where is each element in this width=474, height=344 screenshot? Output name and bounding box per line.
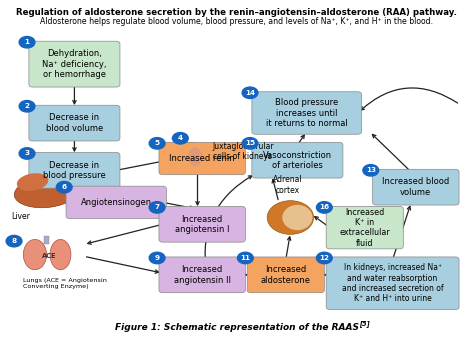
Text: 8: 8: [11, 238, 17, 244]
Text: 5: 5: [155, 140, 160, 146]
Text: [5]: [5]: [359, 320, 369, 327]
Circle shape: [317, 202, 332, 213]
Text: Liver: Liver: [11, 213, 30, 222]
FancyBboxPatch shape: [252, 92, 362, 134]
Circle shape: [6, 235, 22, 247]
Text: 15: 15: [245, 140, 255, 146]
Text: 14: 14: [245, 90, 255, 96]
Text: ACE: ACE: [42, 253, 56, 259]
Text: 7: 7: [155, 204, 160, 211]
Ellipse shape: [267, 201, 314, 234]
Text: Adrenal
cortex: Adrenal cortex: [273, 175, 303, 195]
Circle shape: [173, 132, 188, 144]
Text: Increased
aldosterone: Increased aldosterone: [261, 265, 311, 284]
Text: 4: 4: [178, 135, 183, 141]
Text: 3: 3: [25, 150, 29, 157]
FancyBboxPatch shape: [159, 257, 246, 293]
Bar: [44, 236, 49, 245]
Circle shape: [363, 164, 379, 176]
FancyBboxPatch shape: [373, 169, 459, 205]
Text: Aldosterone helps regulate blood volume, blood pressure, and levels of Na⁺, K⁺, : Aldosterone helps regulate blood volume,…: [40, 17, 434, 26]
Ellipse shape: [283, 205, 312, 230]
FancyBboxPatch shape: [159, 206, 246, 242]
Circle shape: [19, 148, 35, 159]
Ellipse shape: [14, 177, 79, 208]
Text: 11: 11: [240, 255, 250, 261]
Text: Angiotensinogen: Angiotensinogen: [81, 198, 152, 207]
Text: Lungs (ACE = Angiotensin
Converting Enzyme): Lungs (ACE = Angiotensin Converting Enzy…: [23, 278, 107, 289]
Ellipse shape: [50, 239, 71, 270]
Text: Juxtaglomerular
cells of kidneys: Juxtaglomerular cells of kidneys: [213, 142, 274, 161]
Text: 2: 2: [25, 103, 29, 109]
FancyBboxPatch shape: [252, 142, 343, 178]
FancyBboxPatch shape: [29, 41, 120, 87]
Text: 12: 12: [319, 255, 329, 261]
Text: Blood pressure
increases until
it returns to normal: Blood pressure increases until it return…: [266, 98, 347, 128]
Text: Dehydration,
Na⁺ deficiency,
or hemorrhage: Dehydration, Na⁺ deficiency, or hemorrha…: [42, 49, 107, 79]
Text: 6: 6: [62, 184, 67, 190]
Circle shape: [317, 252, 332, 264]
Circle shape: [242, 87, 258, 98]
Ellipse shape: [175, 142, 206, 171]
Text: Vasoconstriction
of arterioles: Vasoconstriction of arterioles: [263, 151, 332, 170]
Text: Increased
K⁺ in
extracellular
fluid: Increased K⁺ in extracellular fluid: [339, 207, 390, 248]
Text: Increased
angiotensin II: Increased angiotensin II: [173, 265, 231, 284]
FancyBboxPatch shape: [326, 206, 403, 249]
Text: 13: 13: [366, 167, 376, 173]
Circle shape: [242, 138, 258, 149]
Circle shape: [237, 252, 253, 264]
Ellipse shape: [23, 239, 46, 270]
Circle shape: [19, 36, 35, 48]
Text: Increased renin: Increased renin: [169, 154, 235, 163]
FancyBboxPatch shape: [326, 257, 459, 310]
Text: Increased blood
volume: Increased blood volume: [382, 178, 449, 197]
FancyBboxPatch shape: [159, 142, 246, 175]
Text: Regulation of aldosterone secretion by the renin–angiotensin–aldosterone (RAA) p: Regulation of aldosterone secretion by t…: [17, 9, 457, 18]
FancyBboxPatch shape: [66, 186, 166, 218]
Text: 1: 1: [25, 39, 29, 45]
Circle shape: [149, 138, 165, 149]
Text: 9: 9: [155, 255, 160, 261]
Text: In kidneys, increased Na⁺
and water reabsorption
and increased secretion of
K⁺ a: In kidneys, increased Na⁺ and water reab…: [342, 263, 443, 303]
Ellipse shape: [17, 173, 48, 191]
Circle shape: [149, 252, 165, 264]
Circle shape: [56, 181, 72, 193]
FancyBboxPatch shape: [29, 152, 120, 188]
FancyBboxPatch shape: [247, 257, 324, 293]
Text: Decrease in
blood pressure: Decrease in blood pressure: [43, 161, 106, 180]
Text: Decrease in
blood volume: Decrease in blood volume: [46, 114, 103, 133]
Text: Figure 1: Schematic representation of the RAAS: Figure 1: Schematic representation of th…: [115, 323, 359, 332]
Ellipse shape: [188, 148, 202, 166]
FancyBboxPatch shape: [29, 105, 120, 141]
Text: Increased
angiotensin I: Increased angiotensin I: [175, 215, 229, 234]
Circle shape: [149, 202, 165, 213]
Text: 16: 16: [319, 204, 329, 211]
Circle shape: [19, 100, 35, 112]
